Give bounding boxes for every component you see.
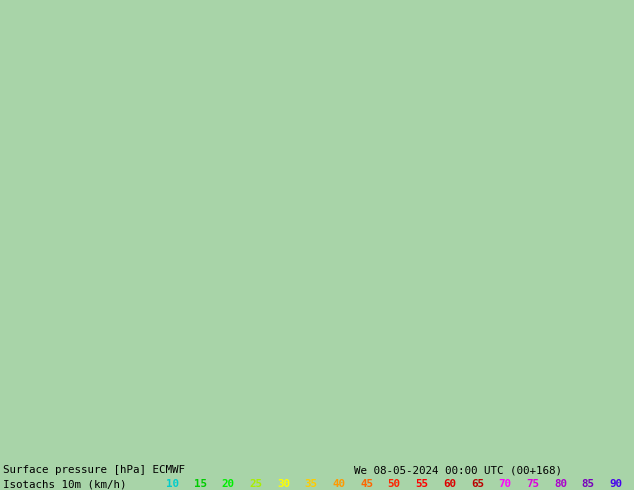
Text: 40: 40: [332, 479, 346, 489]
Text: 50: 50: [388, 479, 401, 489]
Text: 75: 75: [526, 479, 540, 489]
Text: 45: 45: [360, 479, 373, 489]
Text: 70: 70: [498, 479, 512, 489]
Text: 80: 80: [554, 479, 567, 489]
Text: Surface pressure [hPa] ECMWF: Surface pressure [hPa] ECMWF: [3, 465, 185, 475]
Text: 85: 85: [582, 479, 595, 489]
Text: 20: 20: [221, 479, 235, 489]
Text: 60: 60: [443, 479, 456, 489]
Text: 65: 65: [471, 479, 484, 489]
Text: 55: 55: [415, 479, 429, 489]
Text: 15: 15: [194, 479, 207, 489]
Text: 25: 25: [249, 479, 262, 489]
Text: 30: 30: [277, 479, 290, 489]
Text: 35: 35: [304, 479, 318, 489]
Text: Isotachs 10m (km/h): Isotachs 10m (km/h): [3, 479, 127, 489]
Text: 90: 90: [609, 479, 623, 489]
Text: We 08-05-2024 00:00 UTC (00+168): We 08-05-2024 00:00 UTC (00+168): [354, 465, 562, 475]
Text: 10: 10: [166, 479, 179, 489]
